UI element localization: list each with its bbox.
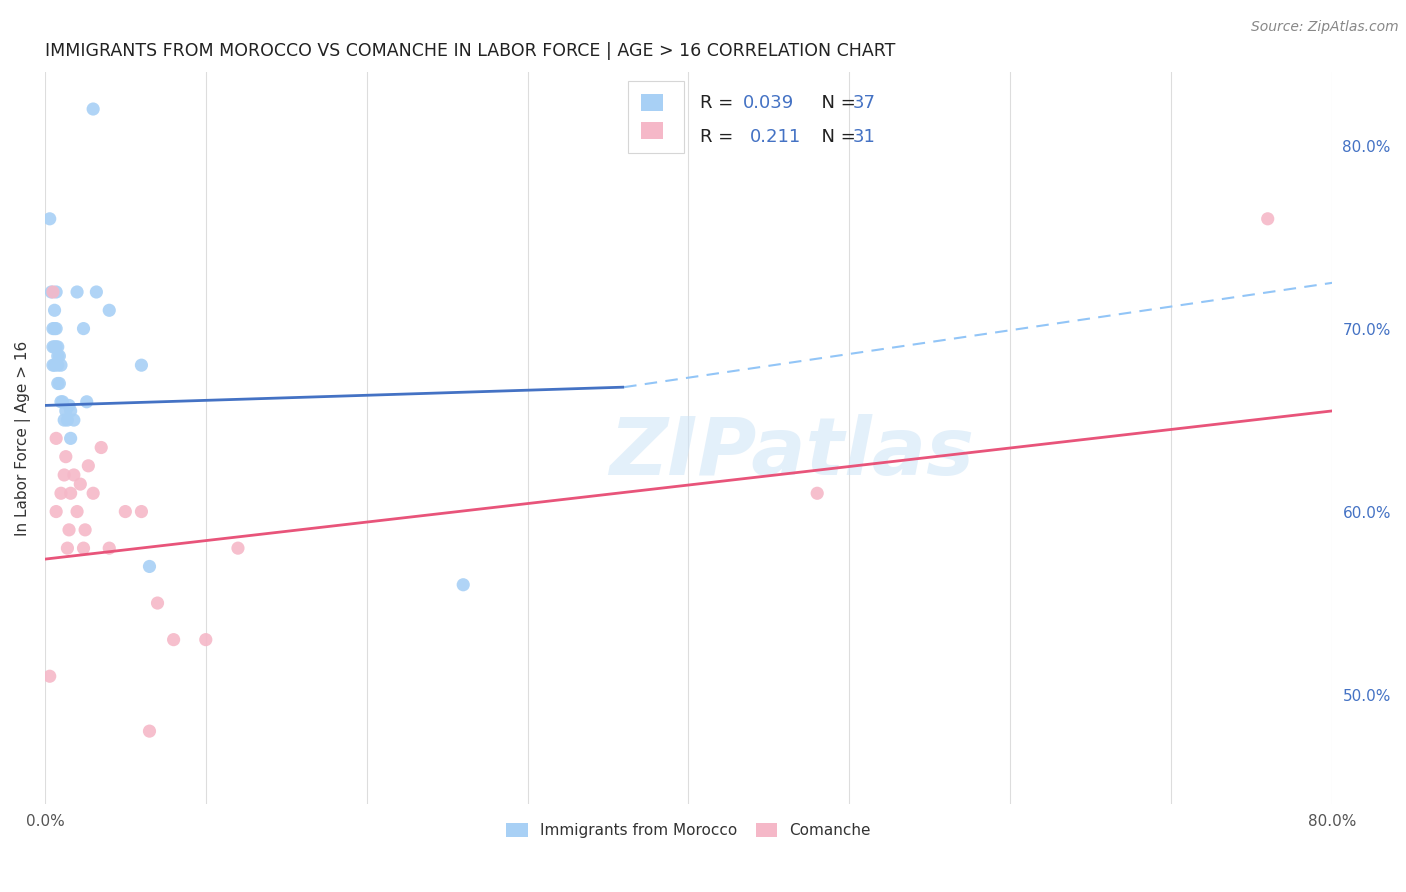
- Y-axis label: In Labor Force | Age > 16: In Labor Force | Age > 16: [15, 341, 31, 536]
- Point: [131, 504, 153, 518]
- Point: [44, 303, 66, 318]
- Point: [59, 404, 82, 418]
- Point: [82, 102, 104, 116]
- Text: R =: R =: [700, 94, 740, 112]
- Text: 31: 31: [852, 128, 876, 146]
- Point: [46, 340, 69, 354]
- Point: [45, 285, 67, 299]
- Text: IMMIGRANTS FROM MOROCCO VS COMANCHE IN LABOR FORCE | AGE > 16 CORRELATION CHART: IMMIGRANTS FROM MOROCCO VS COMANCHE IN L…: [45, 42, 896, 60]
- Point: [58, 523, 80, 537]
- Point: [49, 486, 72, 500]
- Point: [75, 523, 97, 537]
- Point: [45, 340, 67, 354]
- Point: [56, 413, 79, 427]
- Point: [42, 358, 65, 372]
- Point: [58, 399, 80, 413]
- Point: [38, 669, 60, 683]
- Point: [46, 349, 69, 363]
- Point: [98, 303, 121, 318]
- Point: [52, 394, 75, 409]
- Text: N =: N =: [810, 128, 862, 146]
- Point: [451, 578, 474, 592]
- Point: [63, 413, 86, 427]
- Point: [82, 486, 104, 500]
- Point: [56, 541, 79, 556]
- Point: [46, 376, 69, 391]
- Point: [38, 211, 60, 226]
- Point: [146, 596, 169, 610]
- Point: [48, 376, 70, 391]
- Point: [55, 404, 77, 418]
- Point: [131, 358, 153, 372]
- Point: [45, 504, 67, 518]
- Text: R =: R =: [700, 128, 745, 146]
- Point: [98, 541, 121, 556]
- Point: [114, 504, 136, 518]
- Point: [138, 559, 160, 574]
- Point: [72, 321, 94, 335]
- Point: [69, 477, 91, 491]
- Point: [55, 450, 77, 464]
- Text: 37: 37: [852, 94, 876, 112]
- Point: [49, 394, 72, 409]
- Point: [66, 504, 89, 518]
- Point: [194, 632, 217, 647]
- Point: [77, 458, 100, 473]
- Point: [72, 541, 94, 556]
- Point: [226, 541, 249, 556]
- Point: [42, 321, 65, 335]
- Point: [42, 285, 65, 299]
- Point: [48, 349, 70, 363]
- Point: [49, 358, 72, 372]
- Point: [44, 358, 66, 372]
- Point: [59, 486, 82, 500]
- Point: [63, 467, 86, 482]
- Text: Source: ZipAtlas.com: Source: ZipAtlas.com: [1251, 20, 1399, 34]
- Text: ZIPatlas: ZIPatlas: [609, 414, 974, 492]
- Point: [44, 321, 66, 335]
- Point: [76, 394, 98, 409]
- Point: [66, 285, 89, 299]
- Point: [45, 431, 67, 445]
- Point: [41, 285, 63, 299]
- Point: [90, 441, 112, 455]
- Point: [86, 285, 108, 299]
- Legend: Immigrants from Morocco, Comanche: Immigrants from Morocco, Comanche: [501, 816, 877, 844]
- Point: [1257, 211, 1279, 226]
- Text: N =: N =: [810, 94, 862, 112]
- Text: 0.039: 0.039: [742, 94, 794, 112]
- Point: [46, 358, 69, 372]
- Point: [44, 340, 66, 354]
- Point: [42, 340, 65, 354]
- Point: [806, 486, 828, 500]
- Point: [45, 321, 67, 335]
- Point: [162, 632, 184, 647]
- Point: [138, 724, 160, 739]
- Point: [59, 431, 82, 445]
- Point: [53, 413, 76, 427]
- Point: [53, 467, 76, 482]
- Text: 0.211: 0.211: [749, 128, 800, 146]
